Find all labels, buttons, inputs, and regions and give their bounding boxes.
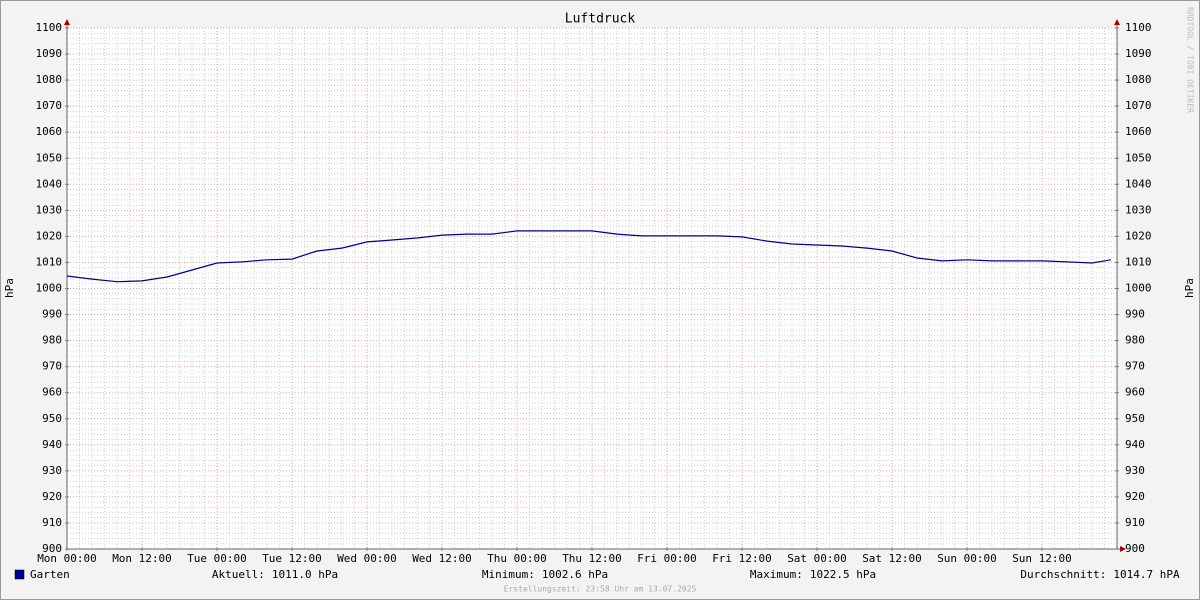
y2-tick-label: 940: [1125, 438, 1145, 451]
y2-tick-label: 1050: [1125, 151, 1152, 164]
x-tick-label: Mon 00:00: [37, 552, 97, 565]
legend-label: Garten: [30, 568, 70, 581]
x-tick-label: Tue 00:00: [187, 552, 247, 565]
y-tick-label: 950: [42, 412, 62, 425]
axes: 900 900 910 910 920 920 930 930 940 940 950 950 960 9…: [36, 19, 1152, 565]
y2-tick-label: 1090: [1125, 47, 1152, 60]
y-tick-label: 1080: [36, 73, 63, 86]
y-tick-label: 990: [42, 308, 62, 321]
axis-arrow: [1120, 546, 1126, 552]
stat: Aktuell: 1011.0 hPa: [212, 568, 338, 581]
y-tick-label: 1040: [36, 177, 63, 190]
y-tick-label: 970: [42, 360, 62, 373]
y-tick-label: 1020: [36, 229, 63, 242]
x-tick-label: Thu 00:00: [487, 552, 547, 565]
x-tick-label: Fri 00:00: [637, 552, 697, 565]
y2-tick-label: 980: [1125, 334, 1145, 347]
y2-tick-label: 1020: [1125, 229, 1152, 242]
y-tick-label: 1050: [36, 151, 63, 164]
x-tick-label: Wed 00:00: [337, 552, 397, 565]
y2-tick-label: 1010: [1125, 255, 1152, 268]
x-tick-label: Tue 12:00: [262, 552, 322, 565]
y-axis-label: hPa: [3, 278, 16, 298]
y2-tick-label: 1000: [1125, 282, 1152, 295]
stat-label: Minimum:: [482, 568, 535, 581]
y-tick-label: 1030: [36, 203, 63, 216]
y-tick-label: 1090: [36, 47, 63, 60]
axis-arrow: [1114, 19, 1120, 25]
y-tick-label: 1010: [36, 255, 63, 268]
legend-swatch: [14, 569, 25, 580]
chart-title: Luftdruck: [565, 12, 636, 27]
grid: [66, 27, 1117, 550]
legend: Garten Aktuell: 1011.0 hPa Minimum: 1002.6 h…: [14, 568, 1180, 581]
y-tick-label: 900: [42, 542, 62, 555]
stat-label: Aktuell:: [212, 568, 265, 581]
y2-tick-label: 930: [1125, 464, 1145, 477]
watermark: RRDTOOL / TOBI OETIKER: [1186, 7, 1195, 113]
y2-tick-label: 910: [1125, 516, 1145, 529]
y2-axis-label: hPa: [1183, 278, 1196, 298]
stat-value: 1011.0 hPa: [272, 568, 338, 581]
y-tick-label: 920: [42, 490, 62, 503]
stat-value: 1014.7 hPA: [1113, 568, 1180, 581]
y2-tick-label: 1100: [1125, 21, 1152, 34]
y-tick-label: 910: [42, 516, 62, 529]
x-tick-label: Sun 12:00: [1012, 552, 1072, 565]
y2-tick-label: 1080: [1125, 73, 1152, 86]
x-tick-label: Thu 12:00: [562, 552, 622, 565]
y-tick-label: 1100: [36, 21, 63, 34]
y2-tick-label: 960: [1125, 386, 1145, 399]
stat: Minimum: 1002.6 hPa: [482, 568, 608, 581]
stat-value: 1002.6 hPa: [542, 568, 608, 581]
stat: Maximum: 1022.5 hPa: [750, 568, 876, 581]
x-tick-label: Wed 12:00: [412, 552, 472, 565]
stat-label: Maximum:: [750, 568, 803, 581]
y-tick-label: 1000: [36, 282, 63, 295]
y2-tick-label: 920: [1125, 490, 1145, 503]
stat: Durchschnitt: 1014.7 hPA: [1020, 568, 1180, 581]
y-tick-label: 980: [42, 334, 62, 347]
y2-tick-label: 1060: [1125, 125, 1152, 138]
x-tick-label: Sun 00:00: [937, 552, 997, 565]
y-tick-label: 930: [42, 464, 62, 477]
series-line: [66, 230, 1111, 283]
y2-tick-label: 1040: [1125, 177, 1152, 190]
y-tick-label: 940: [42, 438, 62, 451]
x-tick-label: Fri 12:00: [712, 552, 772, 565]
y-tick-label: 960: [42, 386, 62, 399]
y2-tick-label: 970: [1125, 360, 1145, 373]
axis-arrow: [64, 19, 70, 25]
y2-tick-label: 1070: [1125, 99, 1152, 112]
y2-tick-label: 950: [1125, 412, 1145, 425]
x-tick-label: Sat 00:00: [787, 552, 847, 565]
y2-tick-label: 990: [1125, 308, 1145, 321]
x-tick-label: Sat 12:00: [862, 552, 922, 565]
stat-value: 1022.5 hPa: [810, 568, 876, 581]
y2-tick-label: 900: [1125, 542, 1145, 555]
footer: Erstellungszeit: 23:58 Uhr am 13.07.2025: [504, 585, 697, 594]
y-tick-label: 1070: [36, 99, 63, 112]
x-tick-label: Mon 12:00: [112, 552, 172, 565]
y-tick-label: 1060: [36, 125, 63, 138]
y2-tick-label: 1030: [1125, 203, 1152, 216]
stat-label: Durchschnitt:: [1020, 568, 1106, 581]
